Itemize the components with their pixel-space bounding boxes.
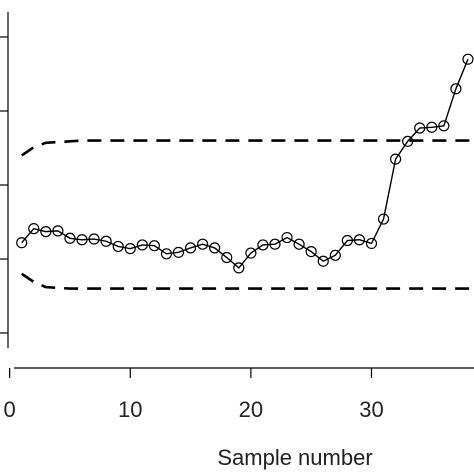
data-point	[100, 235, 112, 247]
data-point	[329, 249, 341, 261]
x-tick-label-3: 30	[359, 397, 383, 422]
y-ticks	[0, 36, 8, 334]
x-tick-label-0: 0	[4, 397, 16, 422]
data-point	[305, 246, 317, 258]
data-point	[462, 53, 474, 65]
data-point	[293, 238, 305, 250]
data-point	[184, 242, 197, 254]
data-point	[233, 262, 245, 274]
data-point	[245, 247, 257, 259]
data-point	[377, 213, 390, 225]
data-point	[353, 234, 366, 246]
lower-control-limit	[20, 272, 474, 290]
data-point	[40, 226, 52, 238]
data-point	[124, 243, 136, 255]
data-point	[160, 248, 173, 260]
data-point	[209, 242, 221, 254]
data-point	[197, 238, 209, 250]
data-point	[341, 234, 353, 247]
data-point	[269, 238, 281, 250]
data-point	[365, 237, 378, 250]
data-point	[426, 121, 438, 133]
x-tick-label-2: 20	[239, 397, 263, 422]
data-point	[221, 251, 233, 264]
data-point	[16, 237, 28, 249]
x-axis-label: Sample number	[217, 445, 372, 470]
data-point	[317, 255, 329, 267]
data-point	[438, 120, 450, 132]
data-point	[64, 232, 76, 244]
upper-control-limit	[20, 139, 474, 157]
data-point	[148, 240, 160, 252]
plot-area	[16, 53, 474, 290]
data-point	[450, 83, 462, 95]
axes: 0 10 20 30	[0, 12, 474, 422]
data-point	[257, 239, 269, 251]
x-ticks: 0 10 20 30	[4, 368, 384, 422]
data-point	[172, 246, 185, 258]
data-point	[281, 231, 293, 244]
series-line	[21, 58, 469, 269]
data-point	[402, 135, 414, 147]
data-point	[76, 234, 88, 246]
series-group	[16, 53, 474, 274]
data-point	[88, 233, 100, 245]
data-point	[112, 240, 124, 253]
data-point	[390, 153, 402, 165]
x-tick-label-1: 10	[118, 397, 142, 422]
control-limits	[20, 139, 474, 290]
data-point	[414, 122, 426, 134]
data-point	[52, 225, 64, 237]
data-point	[28, 223, 40, 235]
data-point	[136, 239, 148, 251]
